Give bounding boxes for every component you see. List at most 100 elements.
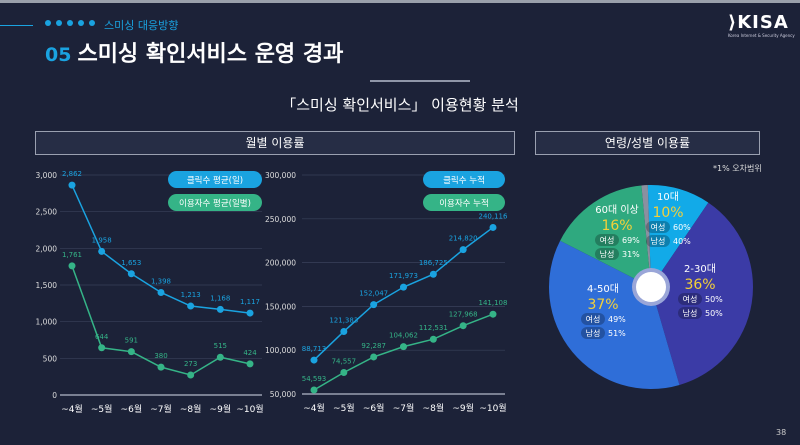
x-tick-label: ~6월 — [363, 402, 385, 414]
pie-label-group: 4-50대 37%여성 49% 남성 51% — [581, 283, 626, 339]
y-tick-label: 200,000 — [265, 259, 296, 268]
divider — [370, 80, 470, 82]
data-label: 112,531 — [419, 324, 448, 332]
y-tick-label: 0 — [52, 391, 57, 400]
gender-percent: 60% — [673, 223, 691, 232]
data-label: 1,117 — [240, 298, 260, 306]
gender-percent: 40% — [673, 237, 691, 246]
data-point — [489, 223, 497, 231]
data-point — [157, 288, 165, 296]
data-point — [127, 348, 135, 356]
x-tick-label: ~7월 — [393, 402, 415, 414]
data-point — [489, 310, 497, 318]
section-kicker: 스미싱 대응방향 — [104, 19, 179, 32]
data-label: 2,862 — [62, 170, 82, 178]
gender-badge — [581, 327, 605, 339]
legend-item — [423, 171, 505, 188]
data-point — [459, 322, 467, 330]
data-point — [370, 301, 378, 309]
page-number: 38 — [776, 428, 787, 437]
y-tick-label: 2,000 — [36, 244, 58, 253]
pie-label-group: 60대 이상 16%여성 69% 남성 31% — [595, 204, 640, 260]
legend-item — [423, 194, 505, 211]
data-point — [370, 353, 378, 361]
data-point — [459, 246, 467, 254]
data-label: 1,653 — [121, 259, 141, 267]
age-label: 2-30대 — [684, 263, 716, 275]
series-line — [313, 226, 494, 361]
x-tick-label: ~5월 — [91, 403, 113, 415]
gender-percent: 50% — [705, 295, 723, 304]
age-percent: 10% — [652, 205, 683, 221]
data-point — [68, 181, 76, 189]
x-tick-label: ~8월 — [180, 403, 202, 415]
y-tick-label: 50,000 — [270, 390, 296, 399]
kicker-dots — [45, 20, 95, 26]
data-point — [429, 335, 437, 343]
logo-text: KISA — [737, 12, 789, 33]
y-tick-label: 1,500 — [36, 281, 58, 290]
x-tick-label: ~4월 — [61, 403, 83, 415]
data-label: 186,725 — [419, 259, 448, 267]
data-point — [246, 309, 254, 317]
x-tick-label: ~5월 — [333, 402, 355, 414]
pie-slice — [549, 240, 680, 389]
gender-label: 남성 — [586, 329, 601, 338]
gender-badge — [646, 221, 670, 233]
data-label: 1,958 — [92, 236, 112, 244]
data-label: 127,968 — [449, 311, 478, 319]
y-tick-label: 500 — [43, 354, 58, 363]
data-label: 104,062 — [389, 332, 418, 340]
data-point — [310, 356, 318, 364]
data-label: 214,820 — [449, 235, 478, 243]
gender-badge — [581, 313, 605, 325]
data-point — [400, 343, 407, 351]
top-border — [0, 0, 800, 3]
data-point — [340, 327, 348, 335]
data-label: 1,213 — [181, 291, 201, 299]
panel-header-monthly: 월별 이용률 — [35, 131, 515, 155]
data-point — [400, 283, 407, 291]
legend-label: 이용자수 평균(일별) — [179, 198, 251, 209]
data-label: 424 — [243, 349, 257, 357]
data-label: 1,761 — [62, 251, 82, 259]
pie-center — [636, 272, 666, 302]
gender-label: 여성 — [683, 294, 698, 304]
data-label: 644 — [95, 333, 109, 341]
section-number: 05 — [45, 44, 72, 66]
data-label: 74,557 — [332, 357, 357, 365]
data-label: 121,383 — [329, 316, 358, 324]
data-point — [246, 360, 254, 368]
gender-label: 여성 — [651, 222, 666, 232]
data-point — [429, 270, 437, 278]
data-point — [98, 247, 106, 255]
gender-percent: 69% — [622, 236, 640, 245]
legend-label: 클릭수 누적 — [443, 175, 485, 186]
pie-slice — [560, 185, 651, 287]
data-point — [216, 305, 224, 313]
data-label: 171,973 — [389, 272, 418, 280]
pie-label-group: 2-30대 36%여성 50% 남성 50% — [678, 263, 723, 319]
gender-label: 여성 — [600, 235, 615, 245]
y-tick-label: 100,000 — [265, 346, 296, 355]
data-label: 88,713 — [302, 345, 327, 353]
gender-badge — [595, 248, 619, 260]
data-label: 380 — [154, 352, 167, 360]
x-tick-label: ~4월 — [303, 402, 325, 414]
x-tick-label: ~10월 — [236, 403, 263, 415]
data-label: 515 — [214, 342, 227, 350]
page-title: 05 스미싱 확인서비스 운영 경과 — [45, 36, 343, 68]
gender-percent: 31% — [622, 250, 640, 259]
x-tick-label: ~9월 — [210, 403, 232, 415]
gender-badge — [678, 307, 702, 319]
gender-label: 남성 — [683, 309, 698, 318]
data-point — [340, 368, 348, 376]
x-tick-label: ~6월 — [121, 403, 143, 415]
gender-label: 여성 — [586, 314, 601, 324]
data-point — [98, 344, 106, 352]
data-point — [187, 371, 195, 379]
data-label: 1,398 — [151, 277, 171, 285]
x-tick-label: ~7월 — [150, 403, 172, 415]
legend-label: 이용자수 누적 — [439, 198, 489, 209]
